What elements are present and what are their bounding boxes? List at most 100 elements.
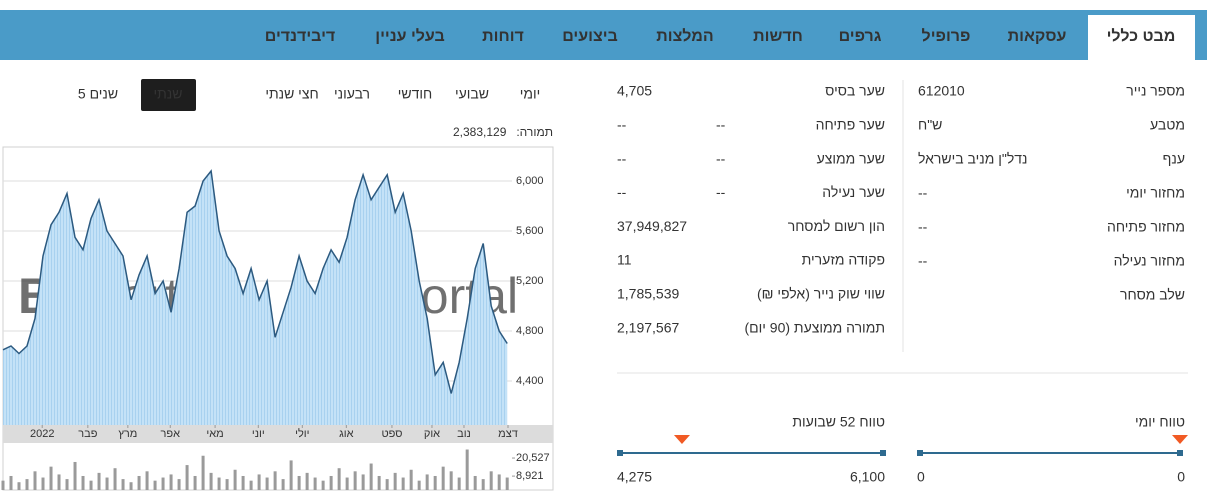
price-label: שער נעילה — [822, 184, 885, 200]
volume-bar — [201, 455, 205, 490]
volume-bar — [345, 477, 349, 490]
nav-tab[interactable]: פרופיל — [922, 27, 971, 45]
detail-label: מחזור פתיחה — [1107, 219, 1185, 235]
volume-bar — [289, 460, 293, 490]
volume-bar — [465, 449, 469, 490]
volume-bar — [25, 479, 29, 490]
period-button[interactable]: שבועי — [455, 86, 489, 102]
nav-tab[interactable]: דיבידנדים — [265, 28, 335, 45]
x-tick-label: פבר — [78, 428, 97, 440]
volume-bar — [113, 468, 117, 490]
detail-value: 612010 — [918, 83, 965, 99]
volume-bar — [281, 479, 285, 490]
range-low: 0 — [917, 469, 925, 485]
volume-bar — [393, 472, 397, 490]
volume-bar — [233, 469, 237, 490]
volume-bar — [49, 466, 53, 490]
price-value: 4,705 — [617, 83, 652, 99]
volume-bar — [57, 474, 61, 490]
detail-value: -- — [918, 219, 928, 235]
volume-tick-label: 8,921 — [516, 470, 544, 482]
volume-bar — [97, 472, 101, 490]
volume-bar — [449, 471, 453, 490]
detail-label: מטבע — [1150, 117, 1185, 133]
price-value: 37,949,827 — [617, 218, 687, 234]
volume-bar — [17, 482, 21, 490]
detail-label: ענף — [1163, 151, 1185, 167]
volume-bar — [81, 475, 85, 490]
nav-tab[interactable]: גרפים — [839, 28, 882, 45]
volume-bar — [33, 471, 37, 490]
volume-bar — [41, 477, 45, 490]
volume-bar — [177, 479, 181, 490]
period-button[interactable]: חודשי — [398, 86, 432, 102]
volume-bar — [169, 474, 173, 490]
volume-bar — [489, 471, 493, 490]
price-value: 11 — [617, 252, 632, 268]
range-low: 4,275 — [617, 469, 652, 485]
volume-bar — [473, 475, 477, 490]
x-tick-label: דצמ — [498, 428, 518, 440]
volume-bar — [329, 475, 333, 490]
period-button[interactable]: חצי שנתי — [265, 86, 318, 102]
volume-bar — [417, 480, 421, 490]
price-area — [3, 171, 508, 425]
price-label: תמורה ממוצעת (90 יום) — [744, 319, 885, 335]
volume-bar — [321, 480, 325, 490]
nav-tab[interactable]: ביצועים — [562, 28, 618, 45]
detail-label: מספר נייר — [1126, 83, 1185, 99]
volume-bar — [129, 482, 133, 490]
nav-tab[interactable]: בעלי עניין — [375, 27, 445, 45]
volume-bar — [433, 475, 437, 490]
volume-bar — [369, 463, 373, 490]
range-end — [880, 450, 886, 456]
nav-tab[interactable]: המלצות — [656, 27, 713, 45]
x-tick-label: אוג — [339, 428, 354, 440]
x-tick-label: יוני — [252, 428, 265, 440]
period-button[interactable]: שנתי — [154, 86, 183, 102]
nav-tab[interactable]: מבט כללי — [1107, 27, 1176, 45]
period-button[interactable]: 5 שנים — [78, 86, 118, 102]
nav-tab[interactable]: עסקאות — [1008, 28, 1067, 45]
nav-tab[interactable]: חדשות — [753, 28, 803, 45]
volume-bar — [1, 480, 5, 490]
volume-bar — [441, 466, 445, 490]
period-button[interactable]: יומי — [520, 86, 541, 102]
volume-bar — [105, 477, 109, 490]
period-button[interactable]: רבעוני — [334, 86, 370, 102]
volume-bar — [137, 475, 141, 490]
detail-value: -- — [918, 185, 928, 201]
volume-bar — [89, 480, 93, 490]
active-tab-bg — [1088, 15, 1195, 60]
range-marker — [673, 435, 690, 444]
price-label: שער ממוצע — [817, 150, 885, 166]
turnover-label: תמורה: — [516, 125, 553, 139]
volume-bar — [193, 475, 197, 490]
detail-value: נדל"ן מניב בישראל — [918, 151, 1027, 167]
volume-bar — [497, 474, 501, 490]
volume-bar — [217, 477, 221, 490]
y-tick-label: 6,000 — [516, 175, 544, 187]
volume-bar — [505, 477, 509, 490]
price-change: -- — [617, 184, 627, 200]
volume-bar — [425, 474, 429, 490]
y-tick-label: 5,600 — [516, 225, 544, 237]
volume-bar — [457, 477, 461, 490]
volume-bar — [361, 474, 365, 490]
price-label: שווי שוק נייר (אלפי ₪) — [757, 286, 885, 302]
volume-bar — [241, 475, 245, 490]
detail-label: מחזור יומי — [1126, 185, 1185, 201]
volume-bar — [145, 471, 149, 490]
x-tick-label: אוק — [424, 428, 440, 440]
volume-bar — [257, 474, 261, 490]
price-line — [2, 169, 508, 394]
price-label: שער בסיס — [825, 83, 885, 99]
volume-bar — [121, 479, 125, 490]
nav-tab[interactable]: דוחות — [482, 28, 524, 45]
volume-bar — [337, 468, 341, 490]
turnover-value: 2,383,129 — [453, 125, 507, 139]
volume-tick-label: 20,527 — [516, 452, 550, 464]
range-title: טווח יומי — [1135, 414, 1185, 430]
volume-bar — [65, 479, 69, 490]
price-value: -- — [716, 184, 726, 200]
